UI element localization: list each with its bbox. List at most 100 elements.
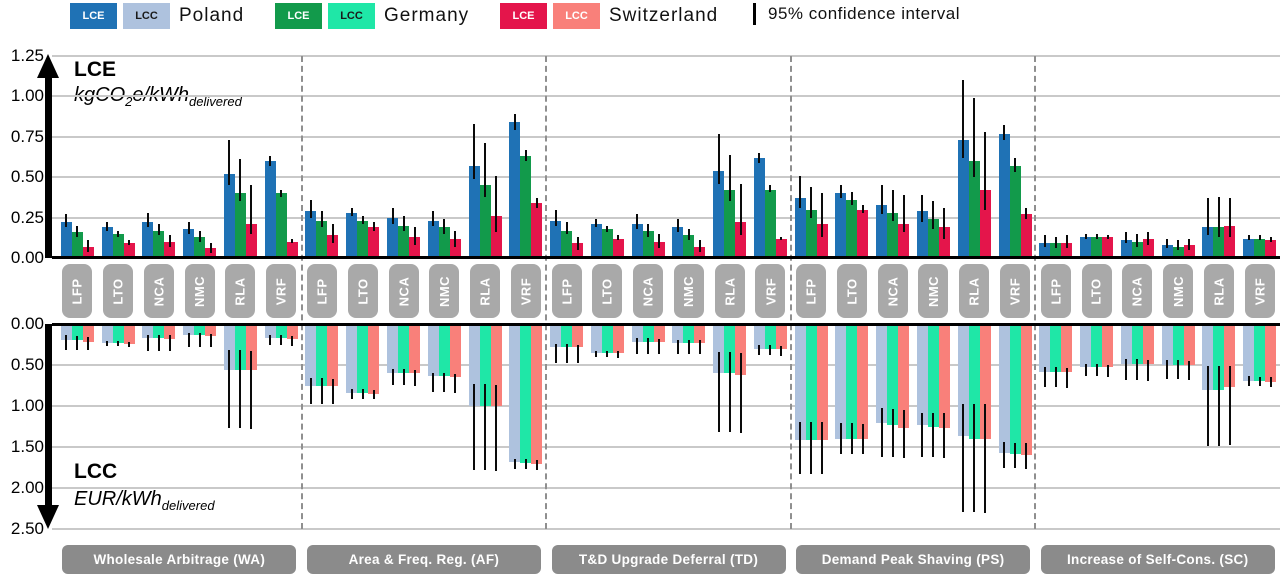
ci-line-lce: [198, 230, 201, 242]
lce-bar: [60, 222, 72, 258]
lce-bar: [968, 161, 980, 258]
ci-line-lce: [1206, 198, 1209, 236]
lce-bar: [387, 217, 399, 258]
legend-lce-chip: LCE: [275, 3, 322, 29]
lce-bar: [724, 190, 736, 258]
lcc-bar: [479, 324, 491, 406]
lce-bar: [479, 185, 491, 258]
lcc-bar: [346, 324, 358, 393]
technology-label-box: RLA: [225, 264, 256, 318]
ci-line-lce: [565, 222, 568, 234]
ci-line-lce: [106, 222, 109, 231]
ci-line-lce: [1054, 236, 1057, 249]
lce-bar: [753, 157, 765, 258]
lce-bar: [794, 198, 806, 258]
top-gridline: [52, 135, 1280, 138]
ci-line-lcc: [1177, 360, 1180, 379]
lce-bar: [153, 230, 165, 258]
ci-line-lcc: [146, 334, 149, 352]
lcc-bar: [223, 324, 235, 370]
lcc-bar: [1254, 324, 1266, 382]
ci-line-lcc: [891, 409, 894, 457]
ci-line-lcc: [1228, 365, 1231, 446]
lcc-bar: [153, 324, 165, 338]
lcc-bar: [835, 324, 847, 439]
lce-bar: [223, 173, 235, 258]
ci-line-lcc: [658, 338, 661, 355]
top-axis-unit: kgCO2e/kWhdelivered: [74, 84, 242, 109]
technology-label-box: NMC: [673, 264, 704, 318]
lce-bar: [327, 235, 339, 258]
ci-line-lce: [780, 236, 783, 241]
lce-bar: [561, 230, 573, 258]
ci-line-lce: [291, 238, 294, 244]
lcc-bar: [1020, 324, 1032, 456]
top-axis-tick-label: 0.75: [10, 126, 44, 146]
application-label-box: Wholesale Arbitrage (WA): [62, 545, 297, 574]
ci-line-lcc: [1025, 442, 1028, 470]
technology-label: VRF: [518, 277, 534, 305]
technology-label-box: NCA: [388, 264, 419, 318]
ci-line-lcc: [117, 341, 120, 347]
technology-label: RLA: [232, 276, 248, 306]
lce-bar: [927, 219, 939, 258]
lce-bar: [612, 238, 624, 258]
ci-pipe-glyph: [753, 3, 756, 25]
ci-line-lcc: [187, 333, 190, 347]
lce-bar: [672, 227, 684, 258]
group-separator: [545, 56, 548, 529]
lce-bar: [1131, 241, 1143, 258]
ci-line-lcc: [391, 369, 394, 386]
bottom-axis-unit: EUR/kWhdelivered: [74, 488, 215, 513]
ci-line-lcc: [758, 345, 761, 356]
lcc-bar: [653, 324, 665, 343]
technology-label-box: VRF: [1244, 264, 1275, 318]
lcc-bar: [887, 324, 899, 425]
ci-line-lcc: [280, 335, 283, 346]
technology-label-box: VRF: [1000, 264, 1031, 318]
ci-line-lcc: [821, 422, 824, 475]
lce-bar: [101, 227, 113, 258]
ci-line-lcc: [443, 373, 446, 393]
lce-bar: [205, 248, 217, 258]
lce-bar: [846, 199, 858, 258]
technology-label-box: NCA: [633, 264, 664, 318]
legend-country-label: Germany: [384, 5, 470, 26]
top-axis-tick-label: 0.00: [10, 248, 44, 267]
lcc-bar: [71, 324, 83, 341]
top-axis-tick-label: 0.50: [10, 167, 44, 187]
ci-line-lcc: [239, 350, 242, 429]
technology-label: NMC: [192, 275, 208, 307]
lcc-bar: [846, 324, 858, 439]
lce-bar: [531, 203, 543, 258]
ci-line-lcc: [973, 404, 976, 512]
lce-bar: [1254, 238, 1266, 258]
ci-line-lcc: [350, 388, 353, 399]
ci-line-lce: [984, 131, 987, 210]
lcc-bar: [1202, 324, 1214, 390]
lce-bar: [234, 193, 246, 258]
lcc-bar: [357, 324, 369, 393]
lcc-bar: [927, 324, 939, 427]
ci-line-lcc: [984, 404, 987, 513]
ci-line-lce: [1125, 232, 1128, 244]
ci-line-lcc: [576, 344, 579, 364]
ci-line-lce: [902, 194, 905, 233]
lce-bar: [357, 220, 369, 258]
lcc-bar: [387, 324, 399, 374]
ci-line-lce: [1177, 240, 1180, 250]
lce-bar: [601, 228, 613, 258]
ci-line-lcc: [617, 351, 620, 358]
technology-label: NMC: [925, 275, 941, 307]
legend-lcc-chip: LCC: [553, 3, 600, 29]
ci-line-lce: [554, 209, 557, 226]
lcc-bar: [1265, 324, 1277, 383]
lce-bar: [1120, 240, 1132, 258]
lce-bar: [1213, 227, 1225, 258]
ci-line-lce: [687, 228, 690, 241]
technology-label: LTO: [844, 277, 860, 305]
bottom-gridline: [52, 364, 1280, 366]
ci-line-lce: [117, 230, 120, 237]
